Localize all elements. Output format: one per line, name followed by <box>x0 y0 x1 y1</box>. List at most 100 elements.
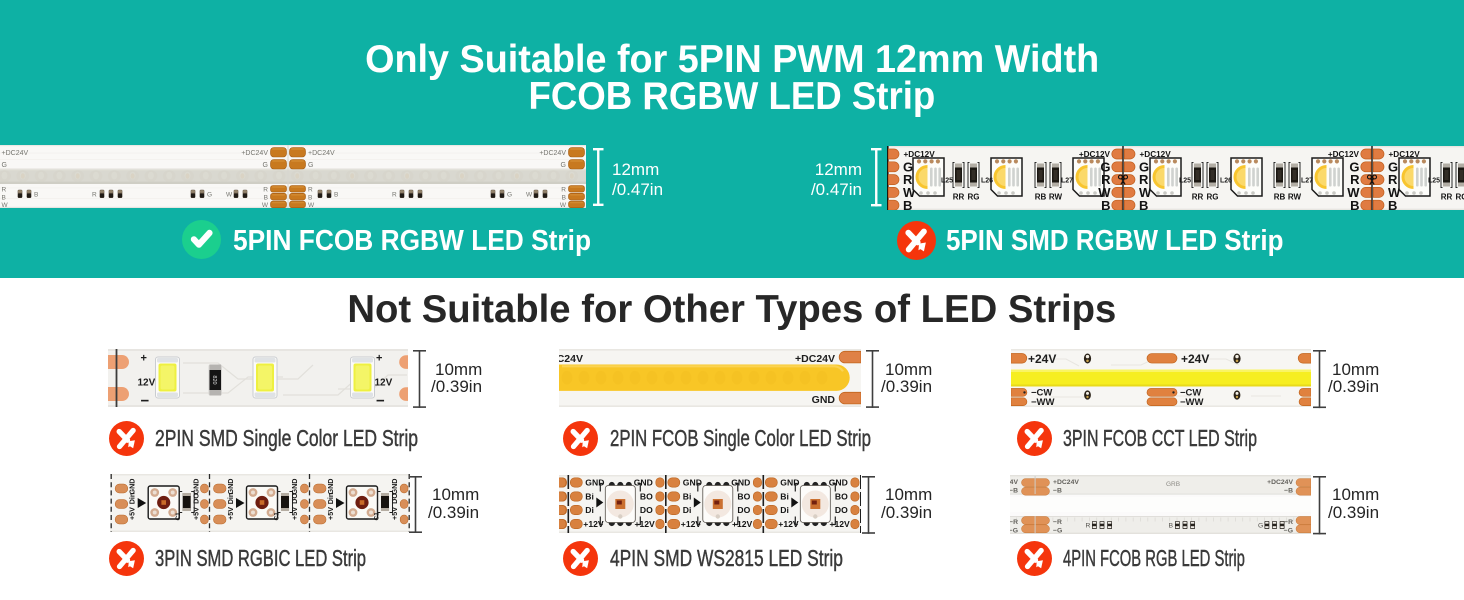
svg-text:B: B <box>1169 523 1174 530</box>
svg-text:BO: BO <box>640 492 653 502</box>
svg-text:G: G <box>207 192 212 199</box>
svg-text:+12V: +12V <box>634 519 655 529</box>
svg-text:+DC12V: +DC12V <box>1140 150 1172 159</box>
svg-text:−CW: −CW <box>1031 388 1052 399</box>
svg-text:G: G <box>1258 523 1263 530</box>
svg-text:W: W <box>308 202 315 208</box>
svg-text:Bi: Bi <box>585 492 594 502</box>
svg-text:DO: DO <box>192 493 201 504</box>
svg-text:+24V: +24V <box>1028 352 1056 366</box>
svg-text:−R: −R <box>1284 519 1293 526</box>
svg-text:RW: RW <box>1049 193 1063 202</box>
svg-text:B: B <box>562 194 566 201</box>
svg-text:−: − <box>376 393 385 408</box>
svg-text:R: R <box>903 172 913 187</box>
svg-text:+5V: +5V <box>326 507 335 520</box>
svg-text:+DC24V: +DC24V <box>308 150 335 157</box>
svg-text:B: B <box>1388 198 1397 210</box>
svg-text:+12V: +12V <box>732 519 753 529</box>
svg-text:L27: L27 <box>1301 178 1313 185</box>
svg-text:GND: GND <box>829 478 848 488</box>
svg-text:W: W <box>226 192 233 199</box>
svg-text:Bi: Bi <box>780 492 789 502</box>
svg-text:W: W <box>1098 185 1111 200</box>
svg-text:W: W <box>1347 185 1360 200</box>
svg-text:−WW: −WW <box>1180 397 1204 407</box>
svg-text:GND: GND <box>192 479 201 495</box>
svg-text:R: R <box>1086 523 1091 530</box>
svg-text:G: G <box>507 192 512 199</box>
svg-text:Bi: Bi <box>683 492 692 502</box>
svg-text:−G: −G <box>1284 528 1293 534</box>
svg-text:R: R <box>1101 172 1111 187</box>
svg-text:+DC12V: +DC12V <box>1389 150 1421 159</box>
svg-text:GRB: GRB <box>1166 481 1180 488</box>
svg-text:W: W <box>1388 185 1401 200</box>
svg-text:820: 820 <box>211 375 217 384</box>
svg-text:+12V: +12V <box>778 519 799 529</box>
svg-text:RW: RW <box>1288 193 1302 202</box>
svg-text:DO: DO <box>290 493 299 504</box>
svg-text:G: G <box>263 162 268 169</box>
svg-text:DO: DO <box>737 505 750 515</box>
svg-text:L26: L26 <box>1220 178 1232 185</box>
svg-text:RB: RB <box>1274 193 1286 202</box>
svg-text:+: + <box>141 353 147 365</box>
svg-text:B: B <box>2 194 6 201</box>
svg-text:−B: −B <box>1284 488 1293 495</box>
svg-text:−R: −R <box>1010 519 1018 526</box>
svg-text:+DC24V: +DC24V <box>1053 479 1079 486</box>
svg-text:C1: C1 <box>175 512 182 521</box>
svg-text:L26: L26 <box>981 178 993 185</box>
svg-text:B: B <box>1101 198 1110 210</box>
svg-text:GND: GND <box>731 478 750 488</box>
svg-text:B: B <box>1139 198 1148 210</box>
svg-text:Di: Di <box>683 505 692 515</box>
svg-text:DO: DO <box>835 505 848 515</box>
svg-text:R: R <box>561 187 566 194</box>
svg-text:12V: 12V <box>375 378 393 389</box>
svg-text:−G: −G <box>1010 528 1018 534</box>
svg-text:W: W <box>1139 185 1152 200</box>
svg-text:R: R <box>308 187 313 194</box>
svg-text:−WW: −WW <box>1031 397 1055 407</box>
svg-text:RG: RG <box>1456 193 1464 202</box>
svg-text:G: G <box>561 162 566 169</box>
svg-text:RG: RG <box>1207 193 1219 202</box>
svg-text:12V: 12V <box>138 378 156 389</box>
svg-text:DO: DO <box>640 505 653 515</box>
svg-text:GND: GND <box>326 479 335 495</box>
svg-text:G: G <box>1349 159 1359 174</box>
svg-text:+DC12V: +DC12V <box>1079 150 1111 159</box>
svg-text:G: G <box>2 162 7 169</box>
svg-text:C1: C1 <box>274 512 281 521</box>
svg-text:−: − <box>141 393 150 408</box>
svg-text:BO: BO <box>835 492 848 502</box>
svg-text:Din: Din <box>128 493 137 505</box>
svg-text:RR: RR <box>953 193 965 202</box>
svg-text:B: B <box>308 194 312 201</box>
svg-text:R: R <box>1139 172 1149 187</box>
svg-text:+5V: +5V <box>226 507 235 520</box>
svg-text:Din: Din <box>326 493 335 505</box>
svg-text:Di: Di <box>585 505 594 515</box>
svg-text:GND: GND <box>226 479 235 495</box>
svg-text:G: G <box>308 162 313 169</box>
svg-text:GND: GND <box>780 478 799 488</box>
svg-text:G: G <box>1388 159 1398 174</box>
svg-text:DO: DO <box>390 493 399 504</box>
svg-text:+DC24V: +DC24V <box>559 353 583 365</box>
svg-text:GND: GND <box>290 479 299 495</box>
svg-text:GND: GND <box>128 479 137 495</box>
svg-text:+DC24V: +DC24V <box>2 150 29 157</box>
svg-text:Din: Din <box>226 493 235 505</box>
svg-text:GND: GND <box>585 478 604 488</box>
svg-text:B: B <box>264 194 268 201</box>
svg-text:+DC12V: +DC12V <box>904 150 936 159</box>
svg-text:RR: RR <box>1441 193 1453 202</box>
svg-text:BO: BO <box>737 492 750 502</box>
svg-text:R: R <box>1388 172 1398 187</box>
svg-text:+5V: +5V <box>290 507 299 520</box>
svg-text:R: R <box>263 187 268 194</box>
svg-text:−CW: −CW <box>1180 388 1201 399</box>
